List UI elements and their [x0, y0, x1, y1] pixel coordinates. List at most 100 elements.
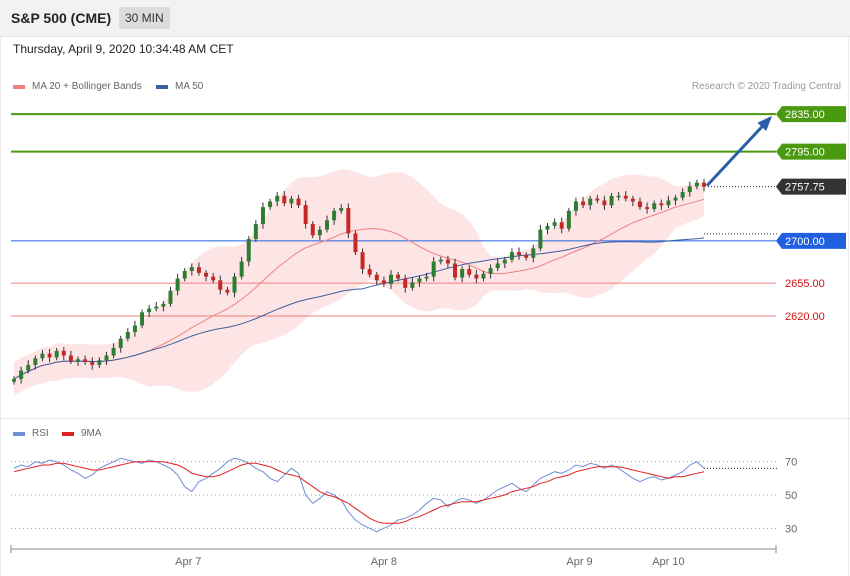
candle — [509, 248, 514, 263]
candle — [324, 215, 329, 233]
candle — [54, 348, 59, 361]
time-tick-label: Apr 8 — [371, 556, 397, 568]
legend-rsi-ma-label: 9MA — [81, 428, 102, 439]
price-tag-resistance: 2835.00 — [776, 106, 846, 123]
candle — [339, 204, 344, 214]
candle-down — [659, 203, 664, 206]
rsi-swatch — [13, 431, 25, 436]
ma50-line — [13, 237, 705, 380]
rsi-ma-swatch — [62, 431, 74, 436]
price-tag-current: 2757.75 — [776, 178, 846, 195]
ma50-swatch — [156, 84, 168, 89]
candle — [481, 270, 486, 282]
price-tag-label: 2835.00 — [785, 109, 825, 121]
candle-up — [666, 200, 671, 206]
candle — [552, 218, 557, 229]
candle — [12, 376, 16, 385]
candle-up — [509, 252, 514, 260]
candle — [424, 272, 429, 282]
candle — [687, 181, 692, 197]
candle-up — [332, 210, 337, 221]
projection-arrow — [705, 115, 773, 187]
candle — [332, 208, 337, 225]
price-tag-pivot: 2700.00 — [776, 232, 846, 249]
candle — [83, 355, 88, 365]
legend-ma50-label: MA 50 — [175, 81, 204, 92]
candle — [538, 224, 543, 252]
candle-up — [147, 308, 152, 313]
price-tag-box — [776, 143, 846, 160]
candle — [90, 357, 95, 370]
candle-up — [573, 201, 578, 211]
candle — [396, 271, 401, 282]
candle-up — [566, 210, 571, 229]
candle-down — [353, 233, 358, 253]
candle — [353, 230, 358, 255]
candle — [268, 198, 273, 210]
rsi-tick-label: 30 — [785, 523, 797, 535]
candle-down — [595, 198, 600, 201]
price-tag-box — [776, 106, 846, 123]
candle — [581, 196, 586, 209]
candle — [488, 264, 493, 279]
candle-up — [545, 225, 550, 230]
candle — [645, 202, 650, 214]
candle — [182, 268, 187, 282]
candle — [346, 203, 351, 239]
candle-up — [460, 269, 465, 278]
candle — [637, 197, 642, 210]
candle — [410, 277, 415, 291]
candle-up — [33, 358, 38, 365]
candle-down — [310, 224, 315, 236]
candle-up — [189, 267, 194, 271]
candle-up — [232, 276, 237, 293]
candle — [381, 276, 386, 287]
level-lines — [11, 113, 778, 317]
candle-down — [623, 195, 628, 199]
candle — [616, 192, 621, 201]
candle — [196, 262, 201, 276]
candle-up — [104, 355, 109, 361]
candle — [154, 301, 159, 312]
candle — [275, 192, 280, 207]
candle-up — [40, 353, 45, 359]
arrow-head — [757, 115, 773, 131]
timeframe-badge[interactable]: 30 MIN — [119, 7, 170, 29]
candle — [559, 217, 564, 234]
candle — [360, 248, 365, 274]
candle — [239, 256, 244, 280]
candle-up — [495, 263, 500, 269]
candle-up — [687, 186, 692, 193]
candle — [175, 273, 180, 296]
candle-up — [481, 273, 486, 279]
candle-up — [389, 274, 394, 285]
candle-up — [19, 370, 24, 379]
candle-up — [76, 359, 81, 362]
candle — [374, 271, 379, 286]
candle-down — [453, 263, 458, 278]
price-tag-box — [776, 232, 846, 249]
candle — [460, 266, 465, 283]
candle-up — [132, 325, 137, 333]
candle — [652, 200, 657, 212]
price-tag-support: 2620.00 — [785, 311, 825, 323]
candle — [573, 197, 578, 216]
price-tag-resistance: 2795.00 — [776, 143, 846, 160]
candle-down — [630, 198, 635, 202]
candle — [666, 195, 671, 209]
candle — [630, 195, 635, 207]
time-tick-label: Apr 10 — [652, 556, 684, 568]
candle-up — [324, 220, 329, 230]
candle-down — [517, 252, 522, 255]
bollinger-bands — [14, 169, 704, 396]
candle — [702, 178, 706, 192]
candle — [282, 191, 287, 207]
candle-up — [12, 379, 16, 382]
candle — [595, 194, 600, 204]
candle — [40, 349, 45, 362]
legend-ma20: MA 20 + Bollinger Bands — [13, 81, 142, 92]
price-tag-support: 2655.00 — [785, 278, 825, 290]
legend-ma50: MA 50 — [156, 81, 203, 92]
candle-up — [275, 195, 280, 202]
